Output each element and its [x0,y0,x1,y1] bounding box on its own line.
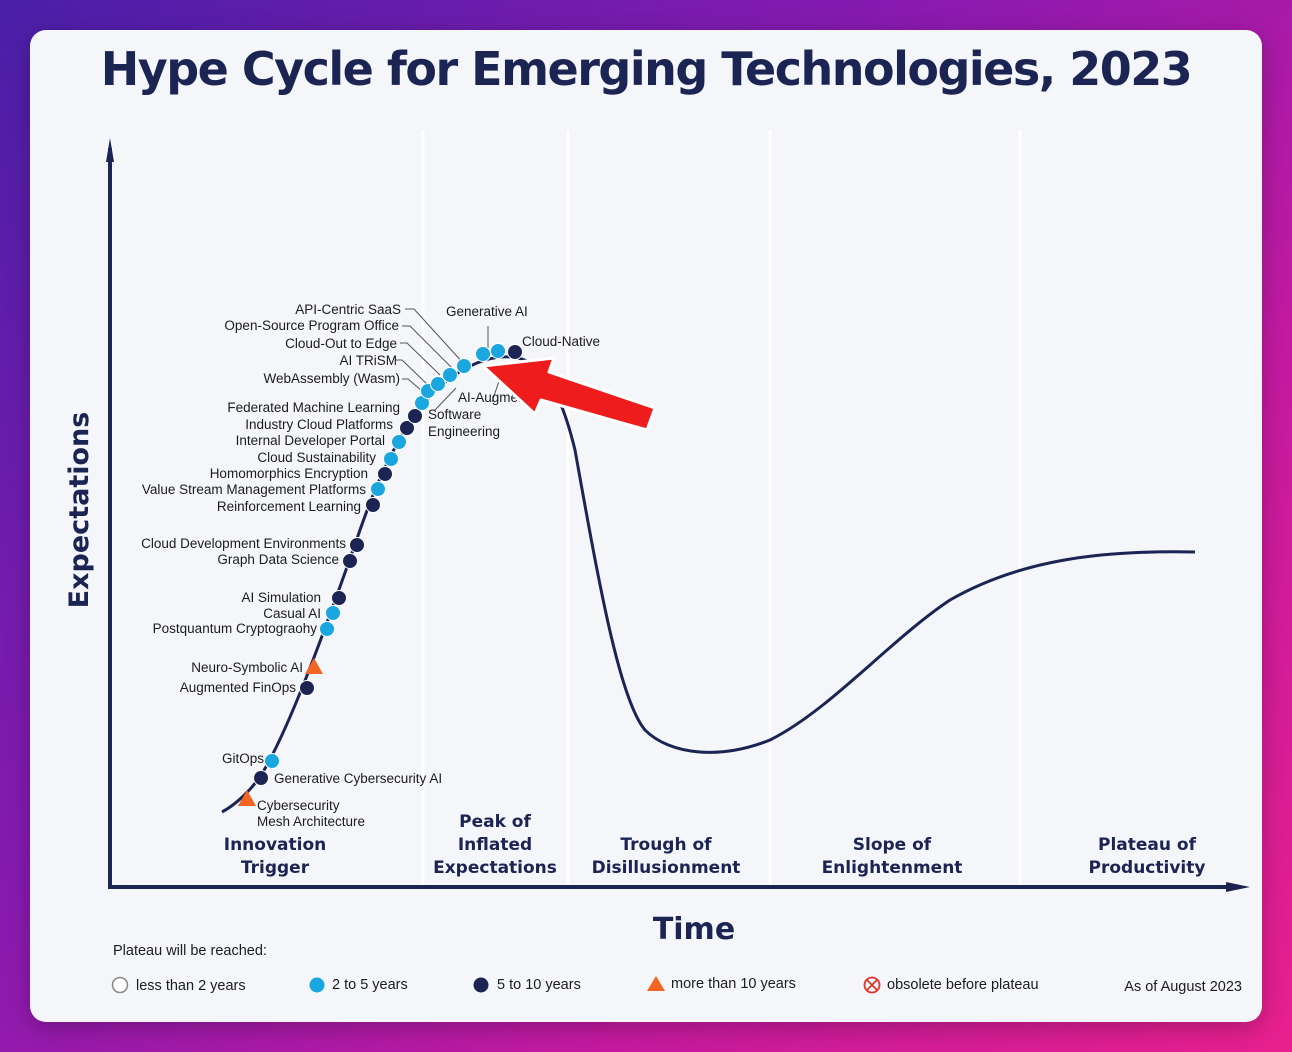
leader-lines [395,308,521,411]
phase-labels: Innovation Trigger Peak of Inflated Expectat… [224,812,1206,878]
label-webassembly: WebAssembly (Wasm) [263,371,400,386]
legend-marker-navy [473,977,489,993]
legend-label-less-than-2: less than 2 years [136,978,246,994]
marker-neuro-symbolic-ai [305,658,323,674]
phase-label-3-line-1: Enlightenment [822,858,963,878]
marker-homomorphics-encryption [377,466,393,482]
label-postquantum: Postquantum Cryptograohy [153,621,318,636]
hype-curve [221,355,1196,814]
marker-generative-ai [475,346,491,362]
label-open-source-program-office: Open-Source Program Office [224,318,399,333]
label-internal-dev-portal: Internal Developer Portal [236,433,385,448]
label-generative-ai: Generative AI [446,304,528,319]
marker-cloud-native [507,344,523,360]
label-augmented-finops: Augmented FinOps [180,680,297,695]
marker-cloud-development-environments [349,537,365,553]
marker-value-stream-management-platforms [370,481,386,497]
marker-api-centric-saas [456,358,472,374]
legend-label-2-to-5: 2 to 5 years [332,977,408,993]
label-gen-cyber-ai: Generative Cybersecurity AI [274,771,442,786]
labels-layer: API-Centric SaaS Open-Source Program Off… [141,302,600,829]
legend-label-obsolete: obsolete before plateau [887,977,1039,993]
axes [106,138,1250,892]
x-axis-title: Time [653,912,735,947]
label-engineering: Engineering [428,424,500,439]
label-value-stream: Value Stream Management Platforms [142,482,366,497]
legend-label-5-to-10: 5 to 10 years [497,977,581,993]
marker-postquantum-cryptograohy [319,621,335,637]
marker-reinforcement-learning [365,497,381,513]
label-graph-data-science: Graph Data Science [217,552,339,567]
phase-label-2-line-1: Disillusionment [592,858,741,878]
phase-label-4-line-1: Productivity [1089,858,1206,878]
label-cloud-sustainability: Cloud Sustainability [257,450,376,465]
chart-card: Hype Cycle for Emerging Technologies, 20… [30,30,1262,1022]
hype-cycle-chart: Expectations Time API-Centric SaaS Open-… [64,130,1250,995]
chart-title: Hype Cycle for Emerging Technologies, 20… [100,42,1193,96]
marker-open-source-program-office [442,367,458,383]
phase-label-1-line-1: Inflated [458,835,532,855]
legend-heading: Plateau will be reached: [113,943,267,959]
marker-graph-data-science [342,553,358,569]
y-axis-arrow [106,138,114,162]
marker-internal-developer-portal [391,434,407,450]
marker-ai-simulation [331,590,347,606]
marker-cloud-out-to-edge [430,376,446,392]
label-ai-trism: AI TRiSM [339,353,397,368]
marker-cloud-sustainability [383,451,399,467]
marker-generative-cybersecurity-ai [253,770,269,786]
x-axis-arrow [1226,882,1250,892]
label-cyber-mesh-1: Cybersecurity [257,798,340,813]
label-cloud-dev-env: Cloud Development Environments [141,536,346,551]
phase-label-1-line-2: Expectations [433,858,557,878]
marker-augmented-finops [299,680,315,696]
label-federated-ml: Federated Machine Learning [227,400,400,415]
marker-ai-augmented-software-engineering [490,343,506,359]
phase-label-3-line-0: Slope of [853,835,932,855]
marker-cybersecurity-mesh-architecture [238,790,256,806]
label-homomorphics: Homomorphics Encryption [210,466,368,481]
phase-label-4-line-0: Plateau of [1098,835,1197,855]
phase-label-0-line-0: Innovation [224,835,327,855]
label-casual-ai: Casual AI [263,606,321,621]
phase-separators [421,130,1022,885]
y-axis-title: Expectations [64,412,95,609]
label-industry-cloud: Industry Cloud Platforms [245,417,393,432]
legend-label-more-than-10: more than 10 years [671,976,796,992]
phase-label-2-line-0: Trough of [620,835,712,855]
legend-marker-crossed-circle [863,976,881,994]
label-neuro-symbolic: Neuro-Symbolic AI [191,660,303,675]
marks-layer [238,343,523,806]
annotation-arrow [481,356,657,432]
marker-casual-ai [325,605,341,621]
label-reinforcement: Reinforcement Learning [217,499,361,514]
marker-federated-machine-learning [407,408,423,424]
label-gitops: GitOps [222,751,264,766]
marker-industry-cloud-platforms [399,420,415,436]
label-api-centric-saas: API-Centric SaaS [295,302,401,317]
phase-label-1-line-0: Peak of [459,812,531,832]
phase-label-0-line-1: Trigger [241,858,310,878]
legend-marker-hollow-circle [111,976,129,994]
label-cloud-out-to-edge: Cloud-Out to Edge [285,336,397,351]
legend-marker-light-blue [309,977,325,993]
as-of-date: As of August 2023 [1124,979,1242,995]
label-ai-simulation: AI Simulation [241,590,321,605]
legend: Plateau will be reached: less than 2 yea… [111,943,1242,995]
label-software: Software [428,407,481,422]
legend-marker-triangle [647,976,665,991]
label-cloud-native: Cloud-Native [522,334,600,349]
marker-gitops [264,753,280,769]
label-cyber-mesh-2: Mesh Architecture [257,814,365,829]
